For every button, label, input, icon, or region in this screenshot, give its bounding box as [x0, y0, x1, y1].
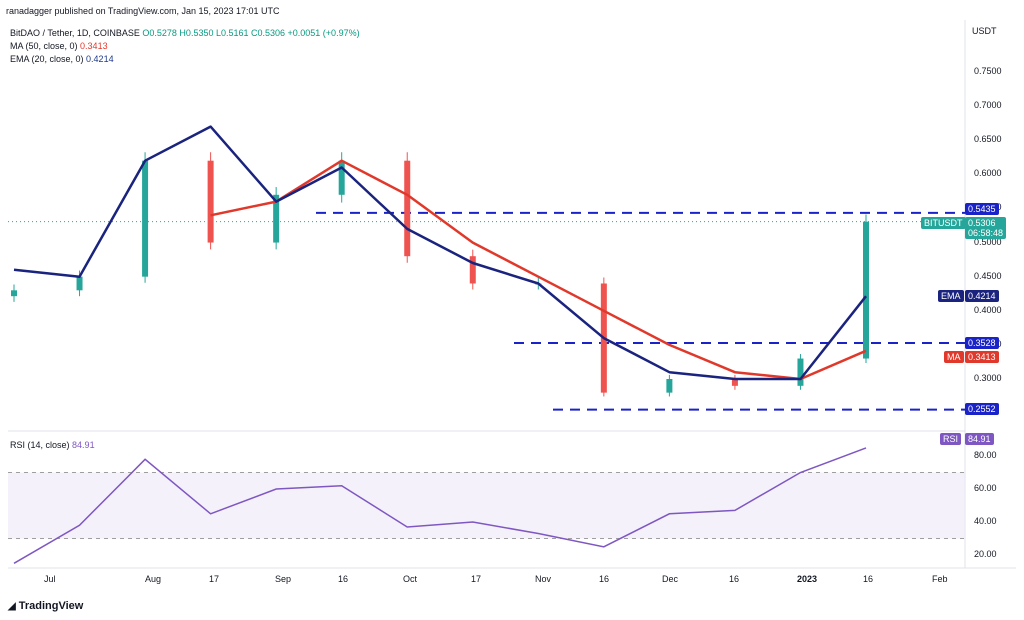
candle-body — [863, 221, 869, 359]
price-tick: 0.7000 — [974, 100, 1002, 111]
price-tick: 0.4500 — [974, 270, 1002, 281]
ma-legend-value: 0.3413 — [80, 41, 108, 51]
candle-body — [797, 358, 804, 386]
candle-body — [469, 256, 476, 284]
candle-body — [731, 379, 738, 386]
candle-body — [142, 160, 149, 277]
ma-tag-value: 0.3413 — [965, 351, 999, 363]
time-tick: Oct — [403, 574, 418, 584]
ma-tag-label: MA — [944, 351, 964, 363]
rsi-line — [13, 447, 867, 564]
rsi-legend-value: 84.91 — [72, 440, 95, 450]
price-tick: 0.5000 — [974, 236, 1002, 247]
ema-tag-label: EMA — [938, 290, 964, 302]
time-tick: 17 — [209, 574, 220, 584]
price-pane — [8, 125, 965, 411]
price-tick: 0.6500 — [974, 134, 1002, 145]
time-tick: 16 — [729, 574, 740, 584]
ema-legend-label: EMA (20, close, 0) — [10, 54, 84, 64]
time-tick: 16 — [863, 574, 874, 584]
candle-body — [11, 290, 17, 297]
tradingview-brand: TradingView — [18, 600, 84, 612]
symbol-legend: BitDAO / Tether, 1D, COINBASE O0.5278 H0… — [10, 28, 360, 38]
price-tick: 0.4000 — [974, 304, 1002, 315]
candle-body — [207, 160, 214, 243]
resistance-tag: 0.5435 — [965, 203, 999, 215]
support-tag-upper: 0.3528 — [965, 337, 999, 349]
publisher-line: ranadagger published on TradingView.com,… — [6, 6, 280, 16]
candle-body — [76, 276, 83, 291]
candle-body — [338, 160, 345, 195]
ma-legend-label: MA (50, close, 0) — [10, 41, 78, 51]
ema-20-line — [13, 125, 867, 381]
ema-tag-value: 0.4214 — [965, 290, 999, 302]
ohlc-values: O0.5278 H0.5350 L0.5161 C0.5306 +0.0051 … — [142, 28, 360, 38]
time-tick: Nov — [535, 574, 552, 584]
time-tick: 16 — [599, 574, 610, 584]
time-tick: 17 — [471, 574, 482, 584]
candle-body — [404, 160, 411, 257]
tradingview-logo-icon: ◢ — [8, 601, 16, 612]
rsi-tick: 60.00 — [974, 483, 997, 493]
time-tick: 2023 — [797, 574, 818, 584]
support-tag-lower: 0.2552 — [965, 403, 999, 415]
price-tick: 0.3000 — [974, 373, 1002, 383]
ticker-tag: BITUSDT — [921, 217, 966, 229]
ema-legend: EMA (20, close, 0) 0.4214 — [10, 54, 114, 64]
candle-body — [273, 194, 280, 243]
last-price-tag: 0.5306 06:58:48 — [965, 217, 1007, 239]
time-tick: Jul — [44, 574, 56, 584]
rsi-tick: 20.00 — [974, 549, 997, 559]
price-axis-unit: USDT — [972, 26, 997, 36]
time-tick: Dec — [662, 574, 679, 584]
rsi-band — [8, 472, 965, 539]
price-tick: 0.7500 — [974, 66, 1002, 76]
price-tick: 0.6000 — [974, 168, 1002, 179]
time-tick: Feb — [932, 574, 948, 584]
rsi-tag-label: RSI — [940, 433, 962, 445]
rsi-legend: RSI (14, close) 84.91 — [10, 440, 95, 450]
ma-50-line — [210, 159, 867, 381]
time-tick: Aug — [145, 574, 162, 584]
time-tick: 16 — [338, 574, 349, 584]
symbol-name: BitDAO / Tether, 1D, COINBASE — [10, 28, 140, 38]
candle-body — [666, 379, 673, 393]
ema-legend-value: 0.4214 — [86, 54, 114, 64]
rsi-tag-value: 84.91 — [965, 433, 994, 445]
ma-legend: MA (50, close, 0) 0.3413 — [10, 41, 108, 51]
bar-countdown: 06:58:48 — [968, 228, 1004, 238]
rsi-pane — [8, 447, 965, 564]
tradingview-logo[interactable]: ◢ TradingView — [8, 600, 83, 612]
time-tick: Sep — [275, 574, 292, 584]
rsi-tick: 40.00 — [974, 516, 997, 526]
rsi-tick: 80.00 — [974, 450, 997, 460]
rsi-legend-label: RSI (14, close) — [10, 440, 70, 450]
last-price: 0.5306 — [968, 218, 996, 228]
